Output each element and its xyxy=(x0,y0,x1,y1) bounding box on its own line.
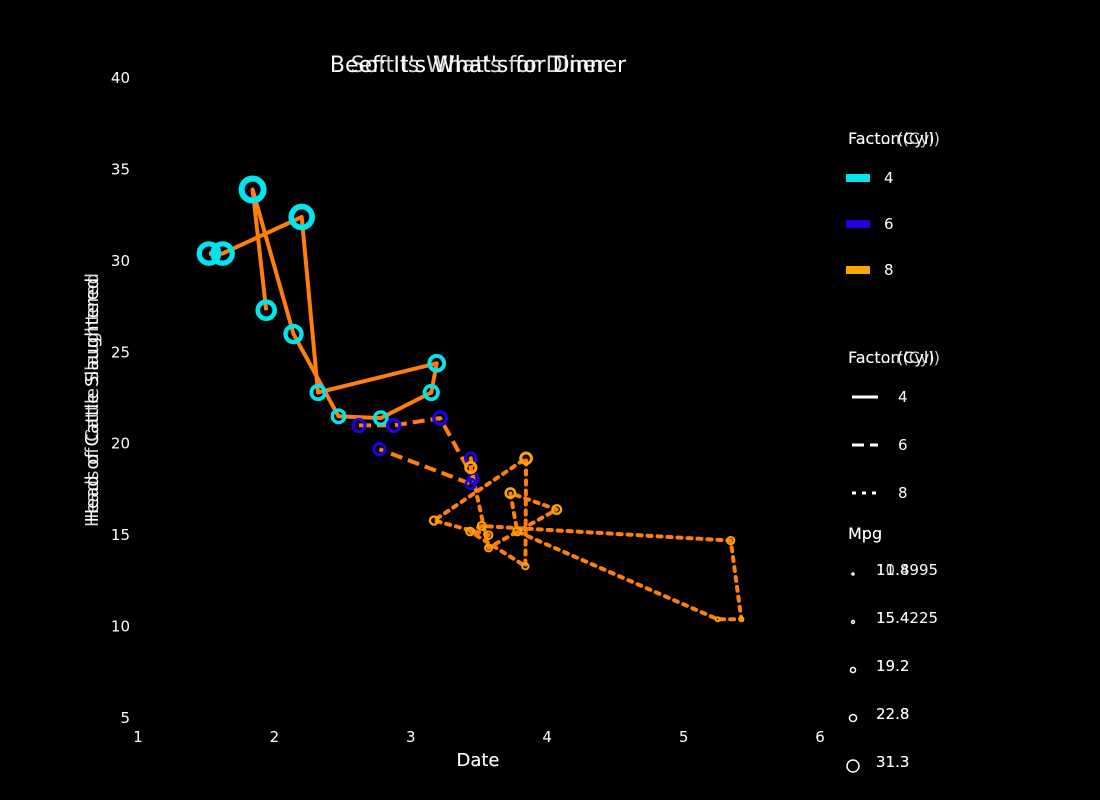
axis-ticks: 1 2 3 4 5 6 5 10 15 20 25 30 35 40 xyxy=(111,69,825,746)
legend-size-marker xyxy=(846,759,860,773)
data-point xyxy=(210,241,235,266)
legend-size-title-overlay: Mpg xyxy=(848,524,882,543)
legend-size-marker xyxy=(848,713,858,723)
data-point xyxy=(351,417,367,434)
data-point xyxy=(330,408,347,425)
data-point xyxy=(726,535,736,546)
y-axis-label-overlay: Heads of Cattle Slaughtered xyxy=(82,273,103,527)
data-point xyxy=(484,543,494,553)
legend-color-title-overlay: Fact...r(Cyl) xyxy=(848,129,940,148)
series-points xyxy=(196,175,745,623)
legend-color-swatch-4 xyxy=(846,174,870,182)
data-point xyxy=(465,526,476,537)
data-point xyxy=(714,616,721,623)
y-tick-label: 40 xyxy=(111,69,130,87)
data-point xyxy=(422,383,440,402)
y-axis-label: Head of Cattle Slaughtered xyxy=(82,278,103,523)
x-tick-label: 3 xyxy=(406,728,416,746)
legend-size-marker xyxy=(850,619,856,625)
y-tick-label: 10 xyxy=(111,618,130,636)
data-point xyxy=(238,175,267,204)
data-point xyxy=(432,410,449,427)
legend-dash-label: 4 xyxy=(898,388,908,406)
data-point xyxy=(519,451,533,466)
data-point xyxy=(372,442,387,457)
legend-color-label: 8 xyxy=(884,261,894,279)
y-tick-label: 25 xyxy=(111,343,130,361)
legend-size-label: 11.8995 xyxy=(876,561,938,579)
legend-dash-title-overlay: Fact...r(Cyl) xyxy=(848,348,940,367)
data-point xyxy=(386,417,402,434)
legend-color-swatch-6 xyxy=(846,220,870,228)
legend-size-label-overlay: 31.3 xyxy=(876,753,909,771)
x-tick-label: 4 xyxy=(542,728,552,746)
x-tick-label: 1 xyxy=(133,728,143,746)
legend-size-label: 19.2 xyxy=(876,657,909,675)
legend-size-label: 31.3 xyxy=(876,753,909,771)
x-tick-label: 6 xyxy=(815,728,825,746)
x-axis-label: Date xyxy=(456,750,499,771)
data-point xyxy=(476,520,487,532)
data-point xyxy=(255,299,278,322)
legend-color-swatch-8 xyxy=(846,266,870,274)
chart-title: Beef: It's What's for Dinner xyxy=(330,53,627,78)
legend-size-marker xyxy=(851,572,855,576)
data-point xyxy=(551,504,563,516)
legend-size-label: 15.4225 xyxy=(876,609,938,627)
data-point xyxy=(512,526,523,537)
legend-color-label: 6 xyxy=(884,215,894,233)
legend-dash-label: 8 xyxy=(898,484,908,502)
data-point xyxy=(428,515,440,526)
legend-size-label-overlay: 22.8 xyxy=(876,705,909,723)
legend-dash-label: 6 xyxy=(898,436,908,454)
data-point xyxy=(288,203,315,231)
legend-dash-title: Factor(Cyl) xyxy=(848,348,935,367)
y-tick-label: 5 xyxy=(120,709,130,727)
y-tick-label: 30 xyxy=(111,252,130,270)
legend-size-label-overlay: 19.2 xyxy=(876,657,909,675)
legend-color-label: 4 xyxy=(884,169,894,187)
data-point xyxy=(483,530,494,540)
data-point xyxy=(283,323,304,345)
chart-title-overlay: Soft Is What's for Diner xyxy=(351,53,606,78)
x-axis-label-overlay: Date xyxy=(456,750,499,771)
legend-size-marker xyxy=(849,666,857,674)
data-point xyxy=(464,460,478,475)
legend-color-title: Factor(Cyl) xyxy=(848,129,935,148)
data-point xyxy=(372,410,389,427)
data-point xyxy=(521,562,530,571)
y-tick-label: 20 xyxy=(111,435,130,453)
y-tick-label: 15 xyxy=(111,526,130,544)
legend-size-title: Mpg xyxy=(848,524,882,543)
data-point xyxy=(196,241,222,266)
data-point xyxy=(464,477,477,491)
x-tick-label: 2 xyxy=(270,728,280,746)
legend-size-label: 22.8 xyxy=(876,705,909,723)
series-line-8 xyxy=(432,456,744,622)
legend-size-label-overlay: 15.4 xyxy=(876,609,909,627)
data-point xyxy=(738,616,745,623)
y-tick-label: 35 xyxy=(111,160,130,178)
legend-size-label-overlay: 10.4 xyxy=(876,561,909,579)
legend: Factor(Cyl) Fact...r(Cyl) 4 6 8 Factor(Cyl… xyxy=(846,129,940,773)
data-point xyxy=(427,353,447,373)
series-line-4 xyxy=(208,187,439,421)
data-point xyxy=(504,487,517,500)
x-tick-label: 5 xyxy=(679,728,689,746)
data-point xyxy=(309,383,327,402)
